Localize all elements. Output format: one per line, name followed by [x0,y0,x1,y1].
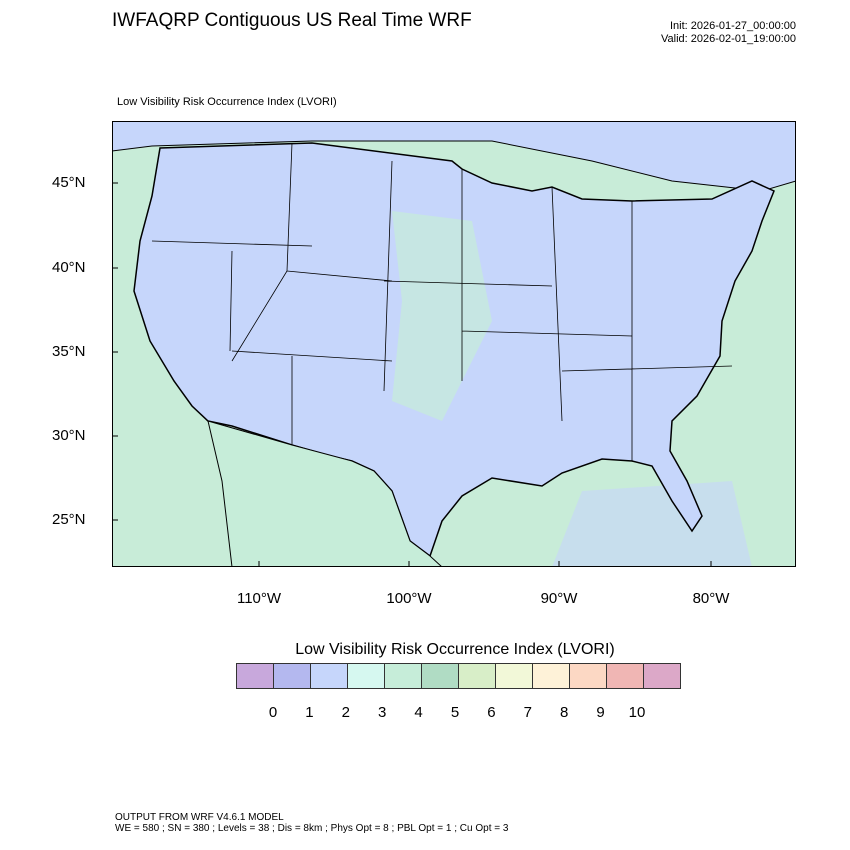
colorbar-swatch [496,664,533,688]
colorbar-swatch [385,664,422,688]
colorbar-swatch [644,664,680,688]
colorbar-swatch [348,664,385,688]
colorbar-label: 7 [523,704,532,721]
colorbar-label: 6 [487,704,496,721]
lon-label: 90°W [540,590,578,607]
colorbar-swatch [607,664,644,688]
colorbar-label: 10 [628,704,646,721]
lat-label: 35°N [52,343,86,360]
colorbar-label: 8 [560,704,569,721]
colorbar-label: 0 [268,704,278,721]
green-plains-patch [392,211,492,421]
colorbar-label: 4 [414,704,423,721]
colorbar-label: 2 [341,704,350,721]
colorbar-swatch [237,664,274,688]
field-subtitle: Low Visibility Risk Occurrence Index (LV… [117,96,337,108]
lon-label: 80°W [692,590,730,607]
map-panel [112,121,796,567]
colorbar-swatch [311,664,348,688]
lat-label: 25°N [52,511,86,528]
plot-title: IWFAQRP Contiguous US Real Time WRF [112,10,472,31]
mexico-land [207,420,443,567]
footer-config: WE = 580 ; SN = 380 ; Levels = 38 ; Dis … [115,823,509,834]
colorbar-swatch [422,664,459,688]
state-borders [151,142,733,461]
colorbar-swatch [459,664,496,688]
colorbar-swatch [274,664,311,688]
lat-label: 30°N [52,427,86,444]
colorbar-title: Low Visibility Risk Occurrence Index (LV… [295,641,615,658]
init-time: Init: 2026-01-27_00:00:00 [670,20,796,32]
footer-model: OUTPUT FROM WRF V4.6.1 MODEL [115,812,284,823]
colorbar-swatch [570,664,607,688]
colorbar-label: 5 [450,704,460,721]
colorbar-label: 1 [305,704,314,721]
colorbar [236,663,681,689]
lat-label: 40°N [52,259,86,276]
colorbar-swatch [533,664,570,688]
colorbar-label: 3 [378,704,387,721]
colorbar-label: 9 [596,704,605,721]
canada-land [112,121,796,192]
lon-label: 100°W [386,590,432,607]
lat-label: 45°N [52,174,86,191]
gulf-water-blue [552,481,752,567]
valid-time: Valid: 2026-02-01_19:00:00 [661,33,796,45]
lon-label: 110°W [236,590,282,607]
